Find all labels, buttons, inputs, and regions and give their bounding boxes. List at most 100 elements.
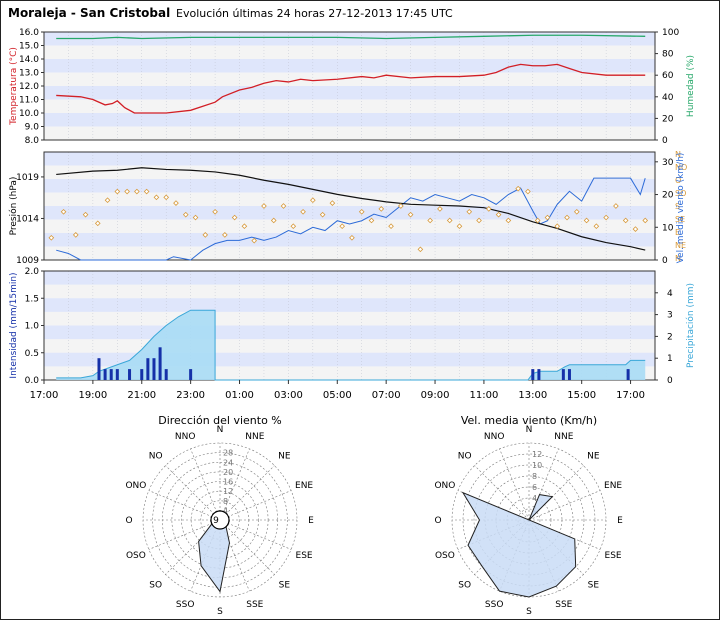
wind-direction-point (593, 223, 600, 230)
rose-2-ring-label: 6 (532, 483, 537, 492)
panel-2-band (44, 233, 655, 247)
wind-direction-point (48, 234, 55, 241)
rose-1-spoke (190, 448, 221, 521)
windspeed-axis-label: Vel. media viento (km/h) (676, 153, 686, 264)
pressure-tick-label: 1009 (16, 256, 39, 266)
wind-direction-point (603, 214, 609, 221)
time-tick-label: 21:00 (127, 390, 156, 401)
rose-2-dir-label: SSE (555, 600, 572, 610)
rose-2-dir-label: SE (588, 580, 600, 590)
rose-2-dir-label: SO (458, 580, 471, 590)
rose-2-spoke (528, 490, 601, 521)
precipitation-area (56, 310, 646, 380)
wind-direction-point (476, 217, 482, 224)
intensity-bar (152, 358, 156, 380)
time-tick-label: 05:00 (323, 390, 352, 401)
wind-direction-point (456, 223, 463, 230)
rose-2-ring-label: 12 (532, 450, 542, 459)
rose-1-dir-label: NE (278, 452, 291, 462)
humidity-tick-label: 60 (662, 71, 674, 81)
rose-2-dir-label: NE (587, 452, 600, 462)
wind-direction-point (632, 226, 639, 232)
wind-direction-point (60, 208, 67, 215)
intensity-bar (146, 358, 150, 380)
panel-1-band (44, 113, 655, 127)
wind-direction-point (622, 217, 629, 224)
rose-1-dir-label: OSO (126, 551, 146, 561)
rose-1-ring (200, 500, 240, 540)
rose-1-dir-label: SSE (246, 600, 263, 610)
wind-direction-point (72, 232, 79, 238)
rose-2-dir-label: NO (458, 452, 472, 462)
windspeed-tick-label: 30 (662, 158, 674, 168)
rose-1-dir-label: E (308, 516, 314, 526)
precip-tick-label: 3 (667, 311, 673, 321)
wind-direction-point (554, 223, 561, 230)
wind-direction-point (94, 220, 101, 227)
time-tick-label: 07:00 (372, 390, 401, 401)
wind-direction-point (388, 223, 394, 230)
wind-dir-label: NE (675, 241, 686, 250)
temp-tick-label: 13.0 (19, 69, 39, 79)
intensity-bar (531, 369, 535, 380)
rose-2-dir-label: NNE (554, 432, 573, 442)
rose-2-ring-label: 10 (532, 461, 542, 470)
rose-1-ring-label: 16 (223, 478, 233, 487)
intensity-bar (140, 369, 144, 380)
rose-1-dir-label: ENE (295, 481, 313, 491)
wind-direction-point (407, 211, 414, 218)
wind-direction-point (329, 200, 336, 206)
wind-direction-point (427, 217, 433, 224)
rose-2-dir-label: N (526, 425, 533, 435)
rose-2-dir-label: ESE (605, 551, 622, 561)
rose-2-dir-label: E (617, 516, 623, 526)
rose-2-ring-label: 4 (532, 494, 537, 503)
wind-direction-point (378, 206, 385, 212)
rose-1-dir-label: ESE (296, 551, 313, 561)
rose-2-dir-label: ENE (604, 481, 622, 491)
wind-direction-point (583, 217, 590, 224)
time-tick-label: 15:00 (567, 390, 596, 401)
rose-1-title: Dirección del viento % (158, 414, 282, 427)
precipitation-line (56, 309, 646, 381)
wind-direction-point (124, 188, 130, 195)
intensity-bar (103, 369, 107, 380)
pressure-tick-label: 1014 (16, 214, 39, 224)
rose-1-dir-label: SO (149, 580, 162, 590)
rose-1-ring-label: 20 (223, 468, 233, 477)
wind-direction-point (212, 208, 218, 215)
wind-direction-point (241, 223, 248, 230)
wind-direction-point (182, 211, 189, 218)
humidity-line (56, 34, 646, 40)
wind-dir-label: O (675, 176, 681, 185)
windspeed-tick-label: 20 (662, 191, 674, 201)
intensity-bar (158, 347, 162, 380)
wind-direction-point (515, 185, 521, 192)
rose-1-dir-label: NO (149, 452, 163, 462)
wind-direction-point (485, 206, 492, 212)
wind-direction-point (134, 188, 140, 195)
precip-axis-label: Precipitación (mm) (685, 283, 696, 368)
rose-2-ring (473, 464, 585, 576)
panel-1-band (44, 86, 655, 100)
windspeed-tick-label: 0 (662, 256, 668, 266)
wind-direction-point (251, 237, 258, 244)
wind-dir-label: N (675, 254, 681, 263)
rose-1-dir-label: N (217, 425, 224, 435)
wind-direction-point (270, 217, 277, 224)
temp-tick-label: 14.0 (19, 55, 39, 65)
rose-2-dir-label: NNO (484, 432, 505, 442)
rose-2-ring-label: 8 (532, 472, 537, 481)
intensity-axis-label: Intensidad (mm/15min) (9, 272, 19, 378)
wind-direction-point (290, 223, 297, 230)
rose-1-spoke (219, 519, 275, 575)
humidity-tick-label: 20 (662, 114, 674, 124)
wind-direction-point (319, 211, 326, 218)
temp-tick-label: 11.0 (19, 96, 39, 106)
panel-2-band (44, 152, 655, 166)
rose-1-dir-label: NNO (175, 432, 196, 442)
rose-1-ring-label: 12 (223, 487, 233, 496)
wind-direction-point (466, 208, 473, 215)
wind-direction-point (143, 188, 150, 195)
